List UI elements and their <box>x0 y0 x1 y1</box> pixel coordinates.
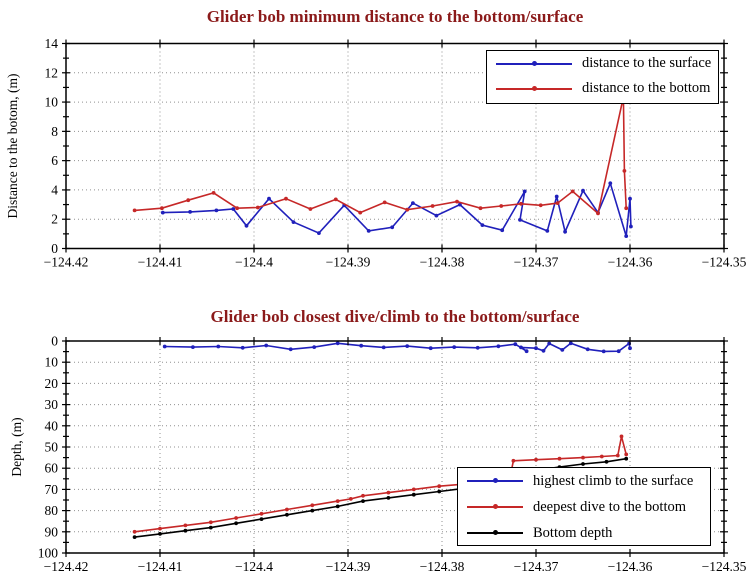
dot-marker-icon <box>492 530 498 535</box>
x-tick-label: −124.4 <box>235 559 273 574</box>
legend-line-sample-surface <box>496 60 572 68</box>
y-tick-label: 10 <box>45 95 59 110</box>
dot-marker-icon <box>492 504 498 509</box>
legend-item-climb: highest climb to the surface <box>458 468 710 494</box>
x-tick-label: −124.39 <box>326 559 371 574</box>
legend-line-sample-bottom-depth <box>467 529 523 537</box>
x-tick-label: −124.35 <box>702 559 747 574</box>
x-tick-label: −124.39 <box>326 255 371 270</box>
legend-label-bottom-distance: distance to the bottom <box>582 80 711 96</box>
legend-label-surface: distance to the surface <box>582 55 712 71</box>
bottom-chart-legend: highest climb to the surface deepest div… <box>457 467 711 546</box>
legend-item-surface: distance to the surface <box>487 51 718 76</box>
y-tick-label: 70 <box>45 482 59 497</box>
y-tick-label: 0 <box>51 241 58 256</box>
x-tick-label: −124.38 <box>420 559 465 574</box>
series-distance-to-the-bottom <box>132 95 629 216</box>
y-tick-label: 60 <box>45 461 59 476</box>
legend-label-climb: highest climb to the surface <box>533 472 694 489</box>
tick-labels: −124.42 −124.41 −124.4 −124.39 −124.38 −124.3… <box>44 36 747 270</box>
x-tick-label: −124.38 <box>420 255 465 270</box>
y-tick-label: 90 <box>45 524 59 539</box>
legend-item-bottom-distance: distance to the bottom <box>487 76 718 101</box>
legend-label-bottom-depth: Bottom depth <box>533 524 613 541</box>
top-chart-ylabel: Distance to the botom, (m) <box>5 73 20 219</box>
legend-line-sample-dive <box>467 503 523 511</box>
y-tick-label: 10 <box>45 355 59 370</box>
x-tick-label: −124.42 <box>44 559 89 574</box>
x-tick-label: −124.36 <box>608 255 653 270</box>
axis-ticks <box>62 337 728 557</box>
legend-item-dive: deepest dive to the bottom <box>458 494 710 520</box>
top-chart-legend: distance to the surface distance to the … <box>486 50 719 104</box>
x-tick-label: −124.4 <box>235 255 273 270</box>
tick-labels: −124.42 −124.41 −124.4 −124.39 −124.38 −124.3… <box>38 334 747 575</box>
series-distance-to-the-surface <box>160 180 633 239</box>
legend-label-dive: deepest dive to the bottom <box>533 498 687 515</box>
y-tick-label: 20 <box>45 376 59 391</box>
x-tick-label: −124.41 <box>138 559 183 574</box>
x-tick-label: −124.36 <box>608 559 653 574</box>
x-tick-label: −124.37 <box>514 559 559 574</box>
y-tick-label: 40 <box>45 418 59 433</box>
bottom-chart-ylabel: Depth, (m) <box>9 417 24 477</box>
y-tick-label: 30 <box>45 397 59 412</box>
y-tick-label: 2 <box>51 212 58 227</box>
series-deepest-dive-to-the-bottom <box>132 434 629 534</box>
x-tick-label: −124.42 <box>44 255 89 270</box>
x-tick-label: −124.35 <box>702 255 747 270</box>
top-chart: −124.42 −124.41 −124.4 −124.39 −124.38 −124.3… <box>44 36 747 270</box>
y-tick-label: 50 <box>45 440 59 455</box>
axis-ticks <box>62 39 728 253</box>
top-chart-title: Glider bob minimum distance to the botto… <box>206 7 584 26</box>
y-tick-label: 6 <box>51 153 58 168</box>
y-tick-label: 100 <box>38 546 59 561</box>
x-tick-label: −124.41 <box>138 255 183 270</box>
y-tick-label: 12 <box>45 65 59 80</box>
dot-marker-icon <box>492 478 498 483</box>
legend-item-bottom-depth: Bottom depth <box>458 520 710 546</box>
bottom-chart-title: Glider bob closest dive/climb to the bot… <box>210 307 580 326</box>
y-tick-label: 0 <box>51 334 58 349</box>
y-tick-label: 80 <box>45 503 59 518</box>
x-tick-label: −124.37 <box>514 255 559 270</box>
y-tick-label: 8 <box>51 124 58 139</box>
y-tick-label: 14 <box>45 36 59 51</box>
legend-line-sample-bottom-distance <box>496 85 572 93</box>
y-tick-label: 4 <box>51 182 58 197</box>
legend-line-sample-climb <box>467 477 523 485</box>
series-highest-climb-to-the-surface <box>162 341 632 354</box>
dot-marker-icon <box>531 60 537 66</box>
dot-marker-icon <box>531 85 537 91</box>
